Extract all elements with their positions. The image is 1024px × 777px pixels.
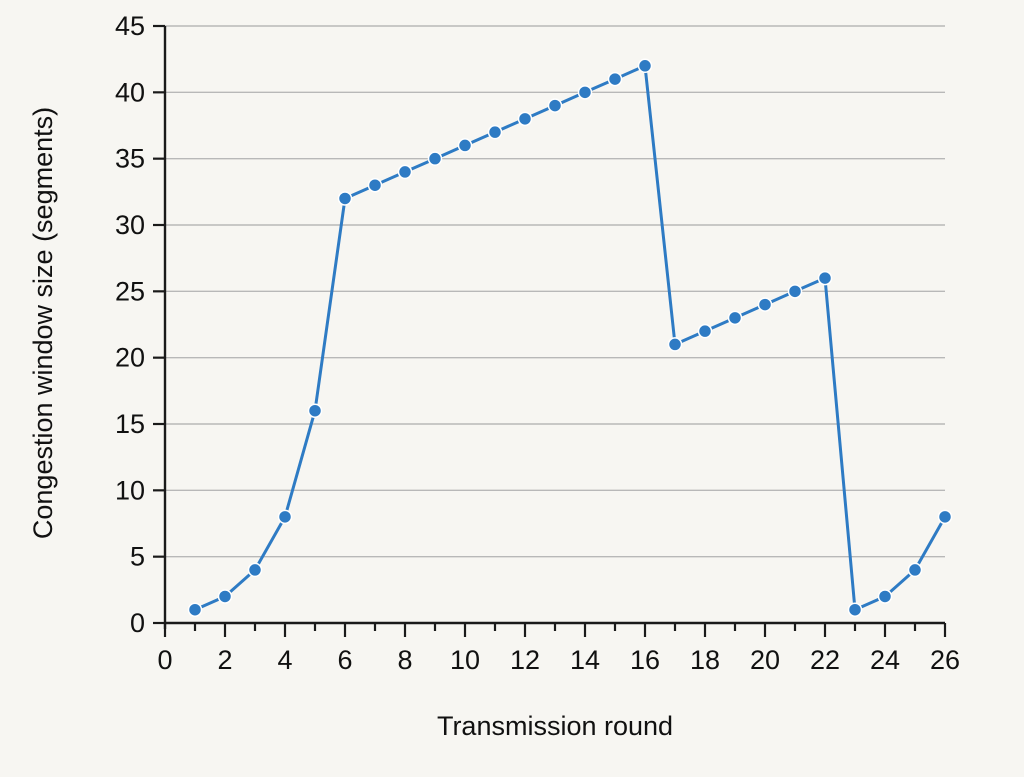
y-tick-label: 45 <box>115 11 145 41</box>
x-tick-label: 22 <box>810 645 840 675</box>
data-point <box>397 164 413 180</box>
series-line <box>194 64 947 612</box>
x-tick-label: 24 <box>870 645 900 675</box>
x-tick-label: 0 <box>157 645 172 675</box>
x-tick-label: 10 <box>450 645 480 675</box>
data-point <box>727 310 743 326</box>
data-point <box>697 323 713 339</box>
data-point <box>607 71 623 87</box>
data-point <box>637 58 653 74</box>
x-tick-label: 16 <box>630 645 660 675</box>
data-point <box>277 509 293 525</box>
grid <box>165 25 945 558</box>
data-point <box>667 337 683 352</box>
y-tick-label: 15 <box>115 409 145 439</box>
data-point <box>187 602 203 617</box>
data-point <box>457 138 473 153</box>
data-point <box>487 124 503 140</box>
x-tick-label: 4 <box>277 645 292 675</box>
x-tick-label: 6 <box>337 645 352 675</box>
data-point <box>877 589 893 604</box>
data-point <box>787 284 803 299</box>
series <box>187 58 953 617</box>
axis-labels: Transmission round Congestion window siz… <box>28 107 673 741</box>
y-tick-label: 35 <box>115 144 145 174</box>
data-point <box>547 98 563 113</box>
data-point <box>337 191 353 206</box>
data-point <box>367 177 383 193</box>
data-point <box>307 403 323 418</box>
x-tick-label: 14 <box>570 645 600 675</box>
x-tick-label: 12 <box>510 645 540 675</box>
y-tick-label: 40 <box>115 77 145 107</box>
data-point <box>577 85 593 100</box>
ticks: 0 2 4 6 8 10 12 14 16 18 20 22 24 2605101520253035404… <box>115 11 960 675</box>
x-tick-label: 2 <box>217 645 232 675</box>
data-point <box>757 297 773 312</box>
y-tick-label: 20 <box>115 343 145 373</box>
data-point <box>907 562 923 578</box>
y-axis-title: Congestion window size (segments) <box>28 107 58 539</box>
data-point <box>517 111 533 127</box>
data-point <box>847 602 863 617</box>
data-point <box>247 562 263 578</box>
x-tick-label: 20 <box>750 645 780 675</box>
y-tick-label: 30 <box>115 210 145 240</box>
x-tick-label: 18 <box>690 645 720 675</box>
x-tick-label: 26 <box>930 645 960 675</box>
data-point <box>817 270 833 286</box>
y-tick-label: 5 <box>130 542 145 572</box>
y-tick-label: 10 <box>115 475 145 505</box>
y-tick-label: 25 <box>115 276 145 306</box>
data-point <box>217 589 233 604</box>
x-axis-title: Transmission round <box>437 711 673 741</box>
y-tick-label: 0 <box>130 608 145 638</box>
x-tick-label: 8 <box>397 645 412 675</box>
data-point <box>937 509 953 525</box>
data-point <box>427 151 443 166</box>
